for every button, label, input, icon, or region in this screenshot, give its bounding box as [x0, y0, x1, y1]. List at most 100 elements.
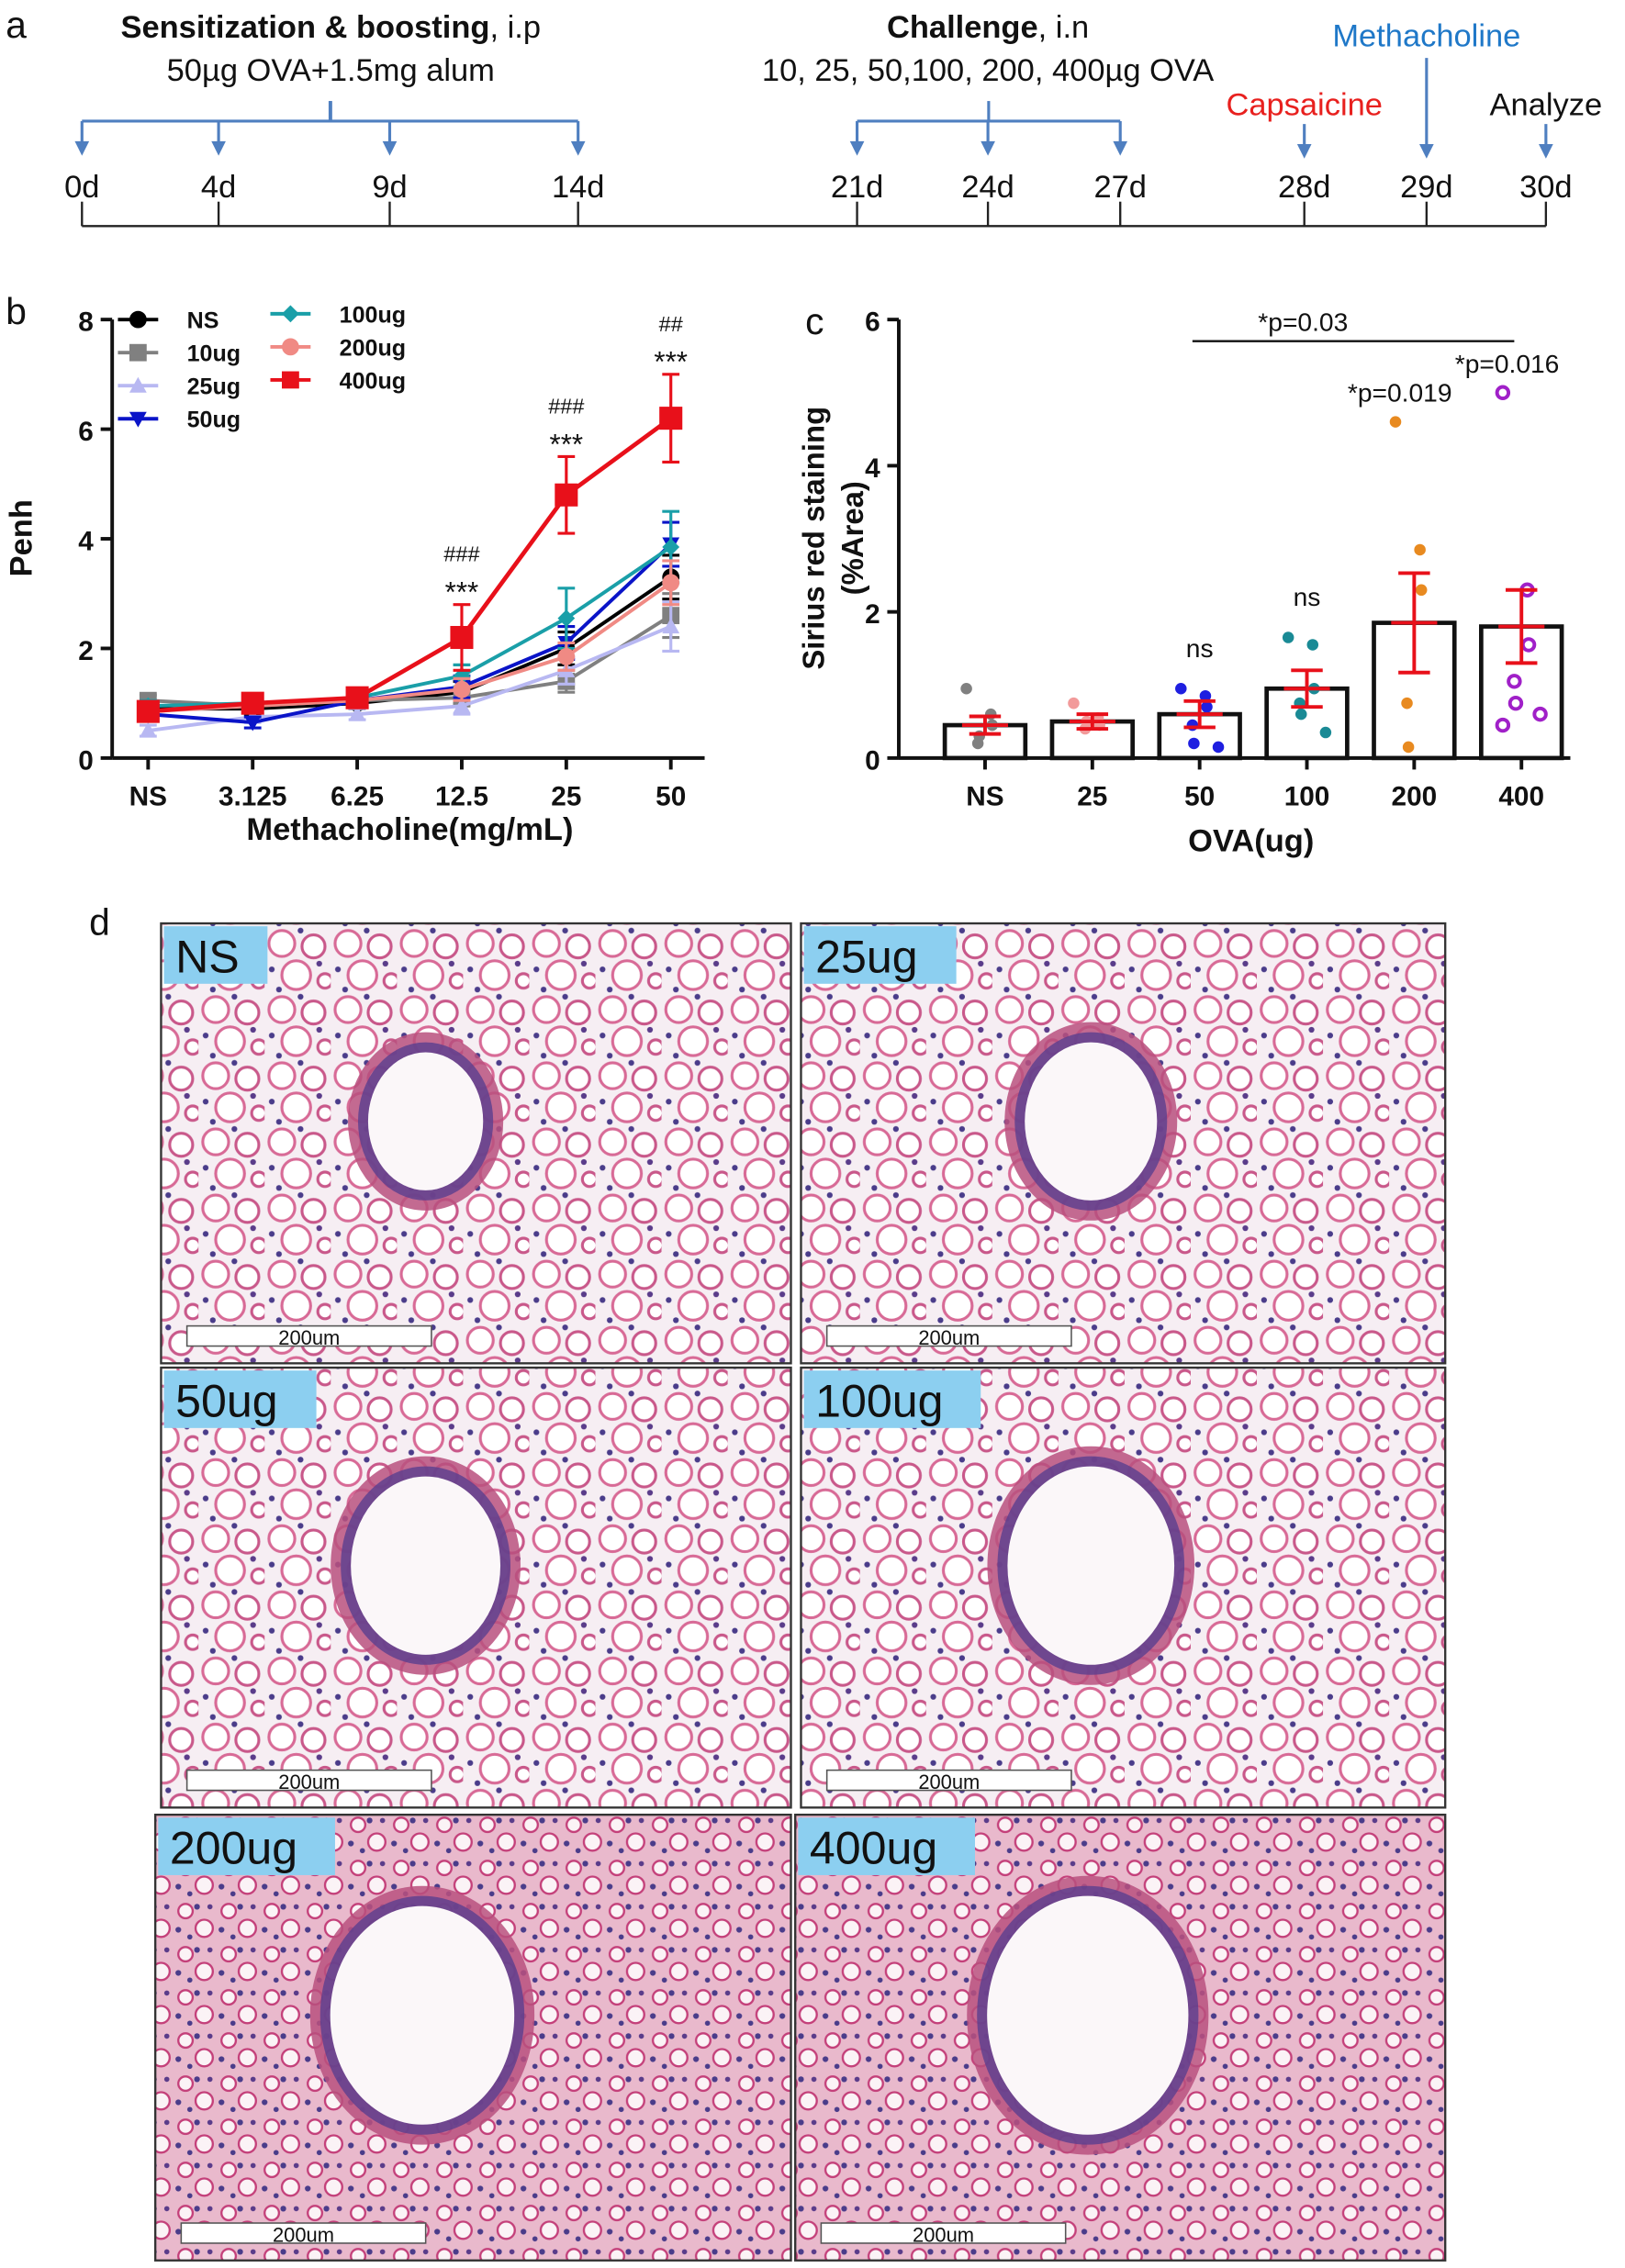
y-tick-label: 0: [78, 745, 94, 776]
data-point: [1282, 631, 1294, 643]
data-point: [1507, 674, 1522, 689]
x-tick-label: NS: [129, 782, 167, 812]
scale-bar-label: 200um: [278, 1771, 340, 1793]
x-tick-label: 25: [1077, 782, 1107, 812]
data-point: [1401, 697, 1413, 709]
day-label: 0d: [64, 170, 99, 205]
day-label: 24d: [961, 170, 1014, 205]
micrograph-label: 400ug: [810, 1822, 937, 1873]
legend-label: 400ug: [340, 368, 406, 394]
analyze-label: Analyze: [1490, 88, 1603, 123]
scale-bar-label: 200um: [278, 1326, 340, 1349]
marker: [282, 371, 299, 389]
data-point: [1319, 726, 1332, 739]
panel-label: b: [6, 290, 27, 332]
challenge-route: , i.n: [1038, 10, 1090, 45]
data-point: [960, 682, 972, 695]
micrograph-label: 100ug: [815, 1375, 943, 1426]
day-label: 29d: [1400, 170, 1452, 205]
x-tick-label: 3.125: [219, 782, 286, 812]
series-line: [148, 545, 672, 709]
arrow-head: [74, 140, 90, 156]
x-axis-title: Methacholine(mg/mL): [246, 812, 573, 847]
x-axis-title: OVA(ug): [1188, 824, 1314, 859]
y-tick-label: 4: [78, 527, 94, 557]
comparison-label: *p=0.03: [1258, 307, 1348, 337]
arrow-head: [849, 140, 865, 156]
series-line: [148, 624, 672, 732]
challenge-title: Challenge: [887, 10, 1038, 45]
sensitization-dose: 50µg OVA+1.5mg alum: [167, 53, 495, 88]
data-point: [1507, 695, 1524, 711]
x-tick-label: NS: [966, 782, 1003, 812]
data-point: [1068, 697, 1080, 709]
series-line: [148, 581, 672, 714]
data-point: [1414, 543, 1426, 556]
significance-label: *p=0.016: [1455, 349, 1560, 378]
arrow-head: [1419, 144, 1434, 159]
data-point: [1495, 717, 1511, 733]
marker: [662, 618, 680, 634]
chart-c: 0 2 4 6 NS 25 50 100 200 400 Sirius red staining (%…: [797, 307, 1571, 859]
arrow-head: [1539, 144, 1553, 159]
day-label: 9d: [372, 170, 407, 205]
x-tick-label: 12.5: [435, 782, 488, 812]
arrow-head: [570, 140, 586, 156]
label-box: [163, 1370, 317, 1428]
x-tick-label: 200: [1392, 782, 1438, 812]
y-axis-title: Penh: [4, 499, 39, 576]
y-tick-label: 2: [78, 636, 94, 666]
significance-label: ns: [1186, 633, 1214, 663]
micrograph-label: 200ug: [170, 1822, 297, 1873]
marker: [450, 625, 474, 650]
y-tick-label: 4: [865, 453, 880, 484]
marker: [453, 697, 471, 713]
y-tick-label: 2: [865, 599, 880, 630]
legend-label: 25ug: [187, 374, 241, 400]
legend-label: 10ug: [187, 341, 241, 367]
panel-label: d: [89, 901, 110, 944]
panel-label: a: [6, 4, 27, 46]
label-box: [803, 1370, 981, 1428]
day-label: 14d: [552, 170, 604, 205]
x-tick-label: 50: [656, 782, 686, 812]
label-box: [158, 1817, 335, 1875]
day-label: 30d: [1519, 170, 1572, 205]
legend-label: 100ug: [340, 302, 406, 328]
x-tick-label: 400: [1498, 782, 1544, 812]
capsaicine-label: Capsaicine: [1226, 88, 1382, 123]
airway-lumen: [1007, 1466, 1175, 1665]
data-point: [1212, 741, 1225, 754]
airway-lumen: [987, 1895, 1189, 2135]
data-point: [1532, 706, 1548, 722]
scale-bar: [825, 1769, 1072, 1792]
scale-bar-label: 200um: [918, 1771, 980, 1793]
y-axis-title: Sirius red staining: [797, 407, 831, 670]
data-point: [1495, 385, 1511, 400]
scale-bar: [180, 2222, 427, 2244]
marker: [241, 691, 264, 715]
micrograph-label: NS: [175, 931, 240, 982]
significance-label: ###: [443, 542, 479, 566]
data-point: [1306, 639, 1319, 651]
scale-bar-label: 200um: [918, 1326, 980, 1349]
micrograph-label: 50ug: [175, 1375, 277, 1426]
day-label: 28d: [1278, 170, 1330, 205]
sensitization-heading: Sensitization & boosting, i.p: [121, 10, 542, 45]
data-point: [1201, 700, 1213, 713]
micrograph-label: 25ug: [815, 931, 917, 982]
marker: [282, 305, 299, 323]
x-tick-label: 25: [551, 782, 581, 812]
significance-label: ###: [548, 394, 584, 418]
marker: [557, 648, 576, 665]
arrow-head: [382, 140, 398, 156]
marker: [129, 310, 147, 329]
scale-bar: [185, 1769, 432, 1792]
marker: [243, 715, 262, 732]
data-point: [1415, 584, 1428, 597]
scale-bar: [825, 1324, 1072, 1347]
data-point: [1389, 416, 1402, 428]
marker: [348, 705, 366, 721]
